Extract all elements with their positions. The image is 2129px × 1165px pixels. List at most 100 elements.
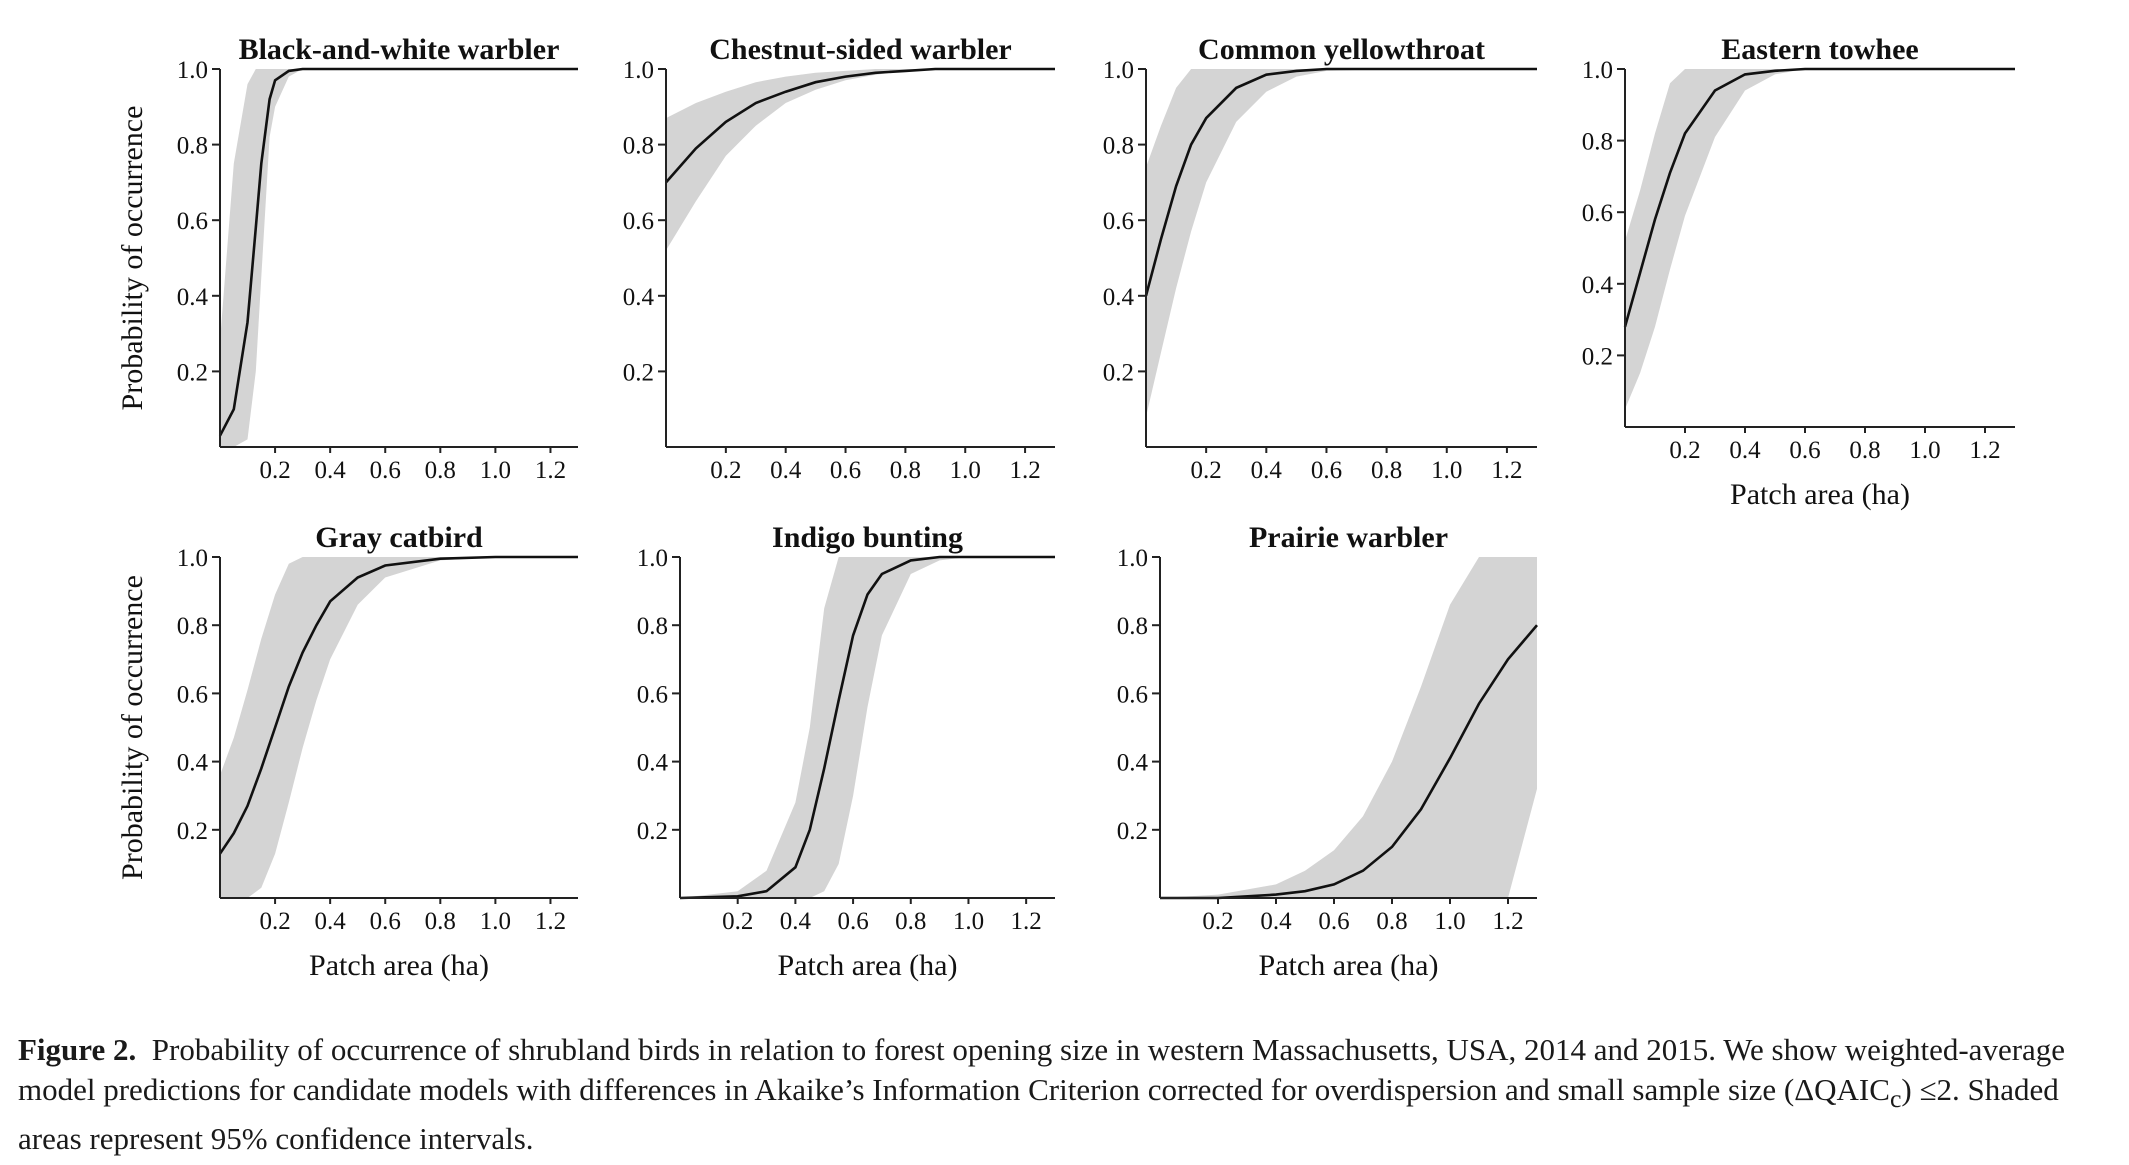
y-tick-label: 1.0 <box>177 57 208 84</box>
x-tick-label: 0.8 <box>1376 908 1407 935</box>
y-tick-label: 0.6 <box>177 208 208 235</box>
x-tick-label: 1.2 <box>535 908 566 935</box>
x-axis-label: Patch area (ha) <box>1730 478 1910 511</box>
y-tick-label: 0.2 <box>1117 818 1148 845</box>
y-axis-label: Probability of occurrence <box>116 106 149 411</box>
y-tick-label: 0.6 <box>1103 208 1134 235</box>
x-tick-label: 0.4 <box>1260 908 1292 935</box>
x-tick-label: 1.0 <box>480 457 511 484</box>
x-tick-label: 1.2 <box>1492 908 1523 935</box>
x-tick-label: 0.6 <box>1789 437 1820 464</box>
y-tick-label: 0.4 <box>637 750 669 777</box>
panel-5: 0.2 0.4 0.6 0.8 1.0 0.2 0.4 0.6 0.8 1.0 1.2 Gray ca… <box>116 521 578 982</box>
probability-curve <box>1623 67 2015 328</box>
x-tick-label: 1.2 <box>535 457 566 484</box>
ci-band <box>220 69 578 447</box>
panel-6: 0.2 0.4 0.6 0.8 1.0 0.2 0.4 0.6 0.8 1.0 1.2 Indigo … <box>637 521 1055 982</box>
y-tick-label: 1.0 <box>1582 57 1613 84</box>
caption-subscript: c <box>1889 1084 1902 1114</box>
y-tick-label: 0.4 <box>1117 750 1149 777</box>
y-tick-label: 0.2 <box>623 359 654 386</box>
y-tick-label: 1.0 <box>623 57 654 84</box>
y-tick-label: 0.6 <box>1582 200 1613 227</box>
y-tick-label: 0.6 <box>177 681 208 708</box>
y-tick-label: 0.6 <box>637 681 668 708</box>
panel-title: Chestnut-sided warbler <box>709 33 1012 66</box>
panel-3: 0.2 0.4 0.6 0.8 1.0 0.2 0.4 0.6 0.8 1.0 1.2 Common … <box>1103 33 1537 484</box>
x-tick-label: 1.2 <box>1491 457 1522 484</box>
x-tick-label: 1.0 <box>1434 908 1465 935</box>
ci-band <box>1146 69 1537 417</box>
ci-band <box>680 557 1055 898</box>
x-tick-label: 0.8 <box>425 908 456 935</box>
y-tick-label: 0.2 <box>1582 343 1613 370</box>
y-tick-label: 1.0 <box>177 545 208 572</box>
x-tick-label: 0.8 <box>1849 437 1880 464</box>
x-tick-label: 1.0 <box>480 908 511 935</box>
y-tick-label: 0.6 <box>623 208 654 235</box>
x-tick-label: 0.6 <box>1311 457 1342 484</box>
panel-1: 0.2 0.4 0.6 0.8 1.0 0.2 0.4 0.6 0.8 1.0 1.2 Black-a… <box>116 33 578 484</box>
y-tick-label: 0.6 <box>1117 681 1148 708</box>
probability-curve <box>1160 624 1538 900</box>
panel-title: Prairie warbler <box>1249 521 1448 554</box>
ci-band <box>1625 69 2015 410</box>
probability-curve <box>679 555 1055 900</box>
ci-band <box>220 557 578 898</box>
x-tick-label: 1.2 <box>1009 457 1040 484</box>
y-tick-label: 0.2 <box>177 818 208 845</box>
figure-panels: 0.2 0.4 0.6 0.8 1.0 0.2 0.4 0.6 0.8 1.0 1.2 Black-a… <box>116 33 2015 982</box>
x-tick-label: 0.2 <box>1191 457 1222 484</box>
probability-curve <box>218 67 578 437</box>
panel-4: 0.2 0.4 0.6 0.8 1.0 0.2 0.4 0.6 0.8 1.0 1.2 Eastern… <box>1582 33 2015 511</box>
x-tick-label: 0.2 <box>1202 908 1233 935</box>
caption-text-end: ) ≤2. Shaded areas represent 95% confide… <box>18 1072 2059 1157</box>
y-tick-label: 0.2 <box>1103 359 1134 386</box>
x-tick-label: 0.2 <box>1669 437 1700 464</box>
x-tick-label: 1.2 <box>1011 908 1042 935</box>
x-tick-label: 0.8 <box>890 457 921 484</box>
x-tick-label: 1.0 <box>1909 437 1940 464</box>
x-tick-label: 0.8 <box>895 908 926 935</box>
x-tick-label: 0.2 <box>710 457 741 484</box>
x-tick-label: 0.4 <box>315 457 347 484</box>
y-tick-label: 0.2 <box>177 359 208 386</box>
x-axis-label: Patch area (ha) <box>778 949 958 982</box>
x-tick-label: 0.4 <box>780 908 812 935</box>
x-tick-label: 1.0 <box>1431 457 1462 484</box>
y-tick-label: 0.4 <box>1582 272 1614 299</box>
y-tick-label: 0.2 <box>637 818 668 845</box>
caption-label: Figure 2. <box>18 1032 137 1067</box>
x-tick-label: 0.2 <box>722 908 753 935</box>
x-tick-label: 0.8 <box>1371 457 1402 484</box>
x-tick-label: 0.8 <box>425 457 456 484</box>
panel-title: Indigo bunting <box>772 521 963 554</box>
panel-2: 0.2 0.4 0.6 0.8 1.0 0.2 0.4 0.6 0.8 1.0 1.2 Chestnu… <box>623 33 1055 484</box>
x-tick-label: 0.6 <box>370 908 401 935</box>
panel-title: Common yellowthroat <box>1198 33 1485 66</box>
x-tick-label: 1.2 <box>1969 437 2000 464</box>
y-tick-label: 0.8 <box>177 613 208 640</box>
panel-title: Black-and-white warbler <box>239 33 560 66</box>
y-axis-label: Probability of occurrence <box>116 575 149 880</box>
x-tick-label: 0.6 <box>830 457 861 484</box>
y-tick-label: 0.8 <box>637 613 668 640</box>
probability-curve <box>218 555 578 855</box>
x-tick-label: 0.2 <box>259 457 290 484</box>
y-tick-label: 1.0 <box>1117 545 1148 572</box>
y-tick-label: 1.0 <box>1103 57 1134 84</box>
ci-band <box>1160 557 1537 898</box>
probability-curve <box>1144 67 1537 297</box>
panel-7: 0.2 0.4 0.6 0.8 1.0 0.2 0.4 0.6 0.8 1.0 1.2 Prairie… <box>1117 521 1538 982</box>
x-tick-label: 0.6 <box>1318 908 1349 935</box>
x-tick-label: 0.2 <box>259 908 290 935</box>
x-tick-label: 0.6 <box>837 908 868 935</box>
x-tick-label: 0.4 <box>1251 457 1283 484</box>
y-tick-label: 0.8 <box>177 133 208 160</box>
x-tick-label: 1.0 <box>953 908 984 935</box>
y-tick-label: 0.4 <box>623 284 655 311</box>
x-tick-label: 0.4 <box>1729 437 1761 464</box>
y-tick-label: 1.0 <box>637 545 668 572</box>
figure-caption: Figure 2. Probability of occurrence of s… <box>18 1030 2116 1159</box>
x-tick-label: 0.4 <box>315 908 347 935</box>
